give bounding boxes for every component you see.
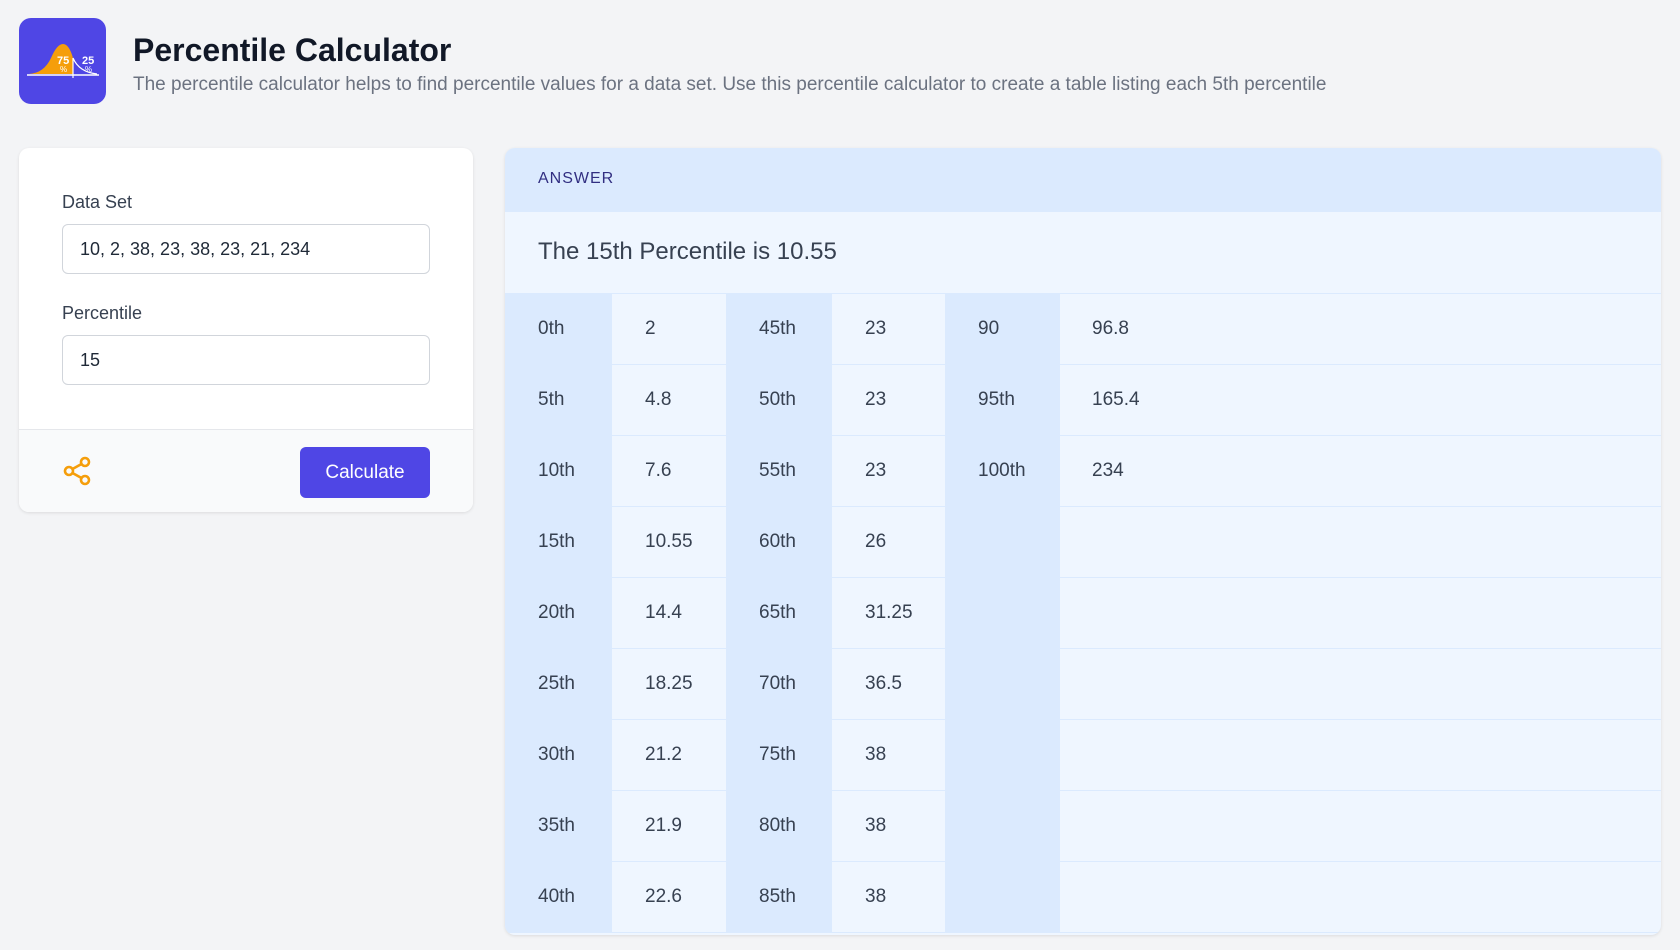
- table-row: 20th 14.4 65th 31.25: [505, 578, 1661, 649]
- percentile-label-cell: 95th: [945, 365, 1060, 435]
- percentile-value-cell: 21.2: [645, 744, 682, 765]
- percentile-value-cell: 38: [865, 744, 887, 765]
- percentile-label-cell: 35th: [505, 791, 612, 861]
- percentile-label-cell: 65th: [726, 578, 832, 648]
- percentile-label-cell: [945, 791, 1060, 861]
- dataset-label: Data Set: [62, 192, 133, 212]
- percentile-label-cell: 40th: [505, 862, 612, 932]
- percentile-label-cell: [945, 862, 1060, 932]
- percentile-value-cell: 165.4: [1092, 389, 1140, 410]
- calculate-button[interactable]: Calculate: [300, 447, 430, 498]
- input-card: Data Set Percentile Calculate: [19, 148, 473, 512]
- percentile-label-cell: 30th: [505, 720, 612, 790]
- percentile-label-cell: 10th: [505, 436, 612, 506]
- card-footer: Calculate: [19, 429, 473, 512]
- percentile-value-cell: 23: [865, 460, 887, 481]
- percentile-value-cell: [1060, 862, 1661, 932]
- table-row: 35th 21.9 80th 38: [505, 791, 1661, 862]
- app-logo: 75 % 25 %: [19, 18, 106, 104]
- page-title: Percentile Calculator: [133, 32, 452, 68]
- percentile-label-cell: 20th: [505, 578, 612, 648]
- percentile-label-cell: 25th: [505, 649, 612, 719]
- table-row: 40th 22.6 85th 38: [505, 862, 1661, 933]
- percentile-label-cell: 5th: [505, 365, 612, 435]
- percentile-value-cell: 22.6: [645, 886, 682, 907]
- percentile-value-cell: 96.8: [1092, 318, 1129, 339]
- percentile-value-cell: 10.55: [645, 531, 693, 552]
- percentile-value-cell: 4.8: [645, 389, 672, 410]
- page-subtitle: The percentile calculator helps to find …: [133, 74, 1327, 95]
- percentile-label-cell: [945, 507, 1060, 577]
- percentile-value-cell: 234: [1092, 460, 1124, 481]
- percentile-input[interactable]: [62, 335, 430, 385]
- svg-text:%: %: [60, 65, 67, 74]
- percentile-value-cell: [1060, 649, 1661, 719]
- percentile-label-cell: 45th: [726, 294, 832, 364]
- share-icon[interactable]: [63, 456, 93, 491]
- percentile-label-cell: 50th: [726, 365, 832, 435]
- percentile-value-cell: [1060, 720, 1661, 790]
- percentile-label-cell: 70th: [726, 649, 832, 719]
- percentile-value-cell: [1060, 578, 1661, 648]
- percentile-value-cell: 2: [645, 318, 656, 339]
- percentile-value-cell: 21.9: [645, 815, 682, 836]
- percentile-label-cell: 85th: [726, 862, 832, 932]
- svg-text:75: 75: [57, 55, 69, 67]
- percentile-value-cell: 23: [865, 389, 887, 410]
- percentile-value-cell: 23: [865, 318, 887, 339]
- percentile-label-cell: 80th: [726, 791, 832, 861]
- percentile-label: Percentile: [62, 303, 143, 323]
- percentile-value-cell: 26: [865, 531, 887, 552]
- percentile-label-cell: 15th: [505, 507, 612, 577]
- percentile-value-cell: 31.25: [865, 602, 913, 623]
- svg-text:%: %: [85, 65, 92, 74]
- percentile-label-cell: 90: [945, 294, 1060, 364]
- percentile-value-cell: 38: [865, 886, 887, 907]
- percentile-label-cell: 55th: [726, 436, 832, 506]
- percentile-label-cell: 60th: [726, 507, 832, 577]
- percentile-label-cell: [945, 649, 1060, 719]
- percentile-value-cell: 36.5: [865, 673, 902, 694]
- answer-panel: ANSWER The 15th Percentile is 10.55 0th 2…: [505, 148, 1661, 935]
- percentile-value-cell: 38: [865, 815, 887, 836]
- percentile-value-cell: [1060, 791, 1661, 861]
- table-row: 10th 7.6 55th 23 100th 234: [505, 436, 1661, 507]
- percentile-label-cell: 0th: [505, 294, 612, 364]
- percentile-value-cell: [1060, 507, 1661, 577]
- table-row: 5th 4.8 50th 23 95th 165.4: [505, 365, 1661, 436]
- table-row: 30th 21.2 75th 38: [505, 720, 1661, 791]
- percentile-value-cell: 14.4: [645, 602, 682, 623]
- percentile-value-cell: 7.6: [645, 460, 672, 481]
- percentile-table: 0th 2 45th 23 90 96.8 5th 4.8 50th 23 95th 165.4 10t…: [505, 294, 1661, 933]
- percentile-label-cell: [945, 578, 1060, 648]
- table-row: 15th 10.55 60th 26: [505, 507, 1661, 578]
- table-row: 0th 2 45th 23 90 96.8: [505, 294, 1661, 365]
- answer-result: The 15th Percentile is 10.55: [505, 212, 1661, 294]
- table-row: 25th 18.25 70th 36.5: [505, 649, 1661, 720]
- svg-text:25: 25: [82, 55, 94, 67]
- dataset-input[interactable]: [62, 224, 430, 274]
- percentile-label-cell: [945, 720, 1060, 790]
- percentile-value-cell: 18.25: [645, 673, 693, 694]
- percentile-label-cell: 75th: [726, 720, 832, 790]
- percentile-label-cell: 100th: [945, 436, 1060, 506]
- answer-heading: ANSWER: [505, 148, 1661, 212]
